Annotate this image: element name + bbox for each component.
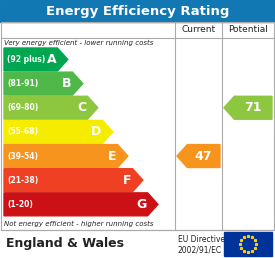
Text: B: B — [62, 77, 72, 90]
Text: A: A — [47, 53, 56, 66]
Polygon shape — [4, 48, 68, 71]
Polygon shape — [224, 96, 272, 119]
Text: 47: 47 — [195, 150, 212, 163]
Polygon shape — [4, 144, 128, 167]
Text: Not energy efficient - higher running costs: Not energy efficient - higher running co… — [4, 221, 153, 227]
Text: F: F — [123, 174, 132, 187]
Text: D: D — [91, 125, 101, 138]
Text: Very energy efficient - lower running costs: Very energy efficient - lower running co… — [4, 40, 153, 46]
Text: Potential: Potential — [228, 26, 268, 35]
Text: (69-80): (69-80) — [7, 103, 38, 112]
Text: (81-91): (81-91) — [7, 79, 38, 88]
Text: (92 plus): (92 plus) — [7, 55, 45, 64]
Polygon shape — [4, 72, 83, 95]
Polygon shape — [4, 193, 158, 216]
Text: EU Directive: EU Directive — [178, 235, 225, 244]
Polygon shape — [4, 169, 143, 192]
Text: 2002/91/EC: 2002/91/EC — [178, 246, 222, 255]
Polygon shape — [4, 96, 98, 119]
Text: E: E — [108, 150, 117, 163]
Text: (55-68): (55-68) — [7, 127, 38, 136]
Bar — [0, 0, 275, 22]
Text: Current: Current — [182, 26, 216, 35]
Text: G: G — [136, 198, 147, 211]
Text: (39-54): (39-54) — [7, 151, 38, 160]
Polygon shape — [4, 120, 113, 143]
Text: C: C — [77, 101, 87, 114]
Bar — [1, 22, 274, 230]
Text: 71: 71 — [244, 101, 262, 114]
Text: (21-38): (21-38) — [7, 176, 38, 185]
Text: Energy Efficiency Rating: Energy Efficiency Rating — [46, 4, 229, 18]
Text: (1-20): (1-20) — [7, 200, 33, 209]
Polygon shape — [177, 144, 220, 167]
Bar — [224, 232, 272, 256]
Text: England & Wales: England & Wales — [6, 238, 124, 251]
